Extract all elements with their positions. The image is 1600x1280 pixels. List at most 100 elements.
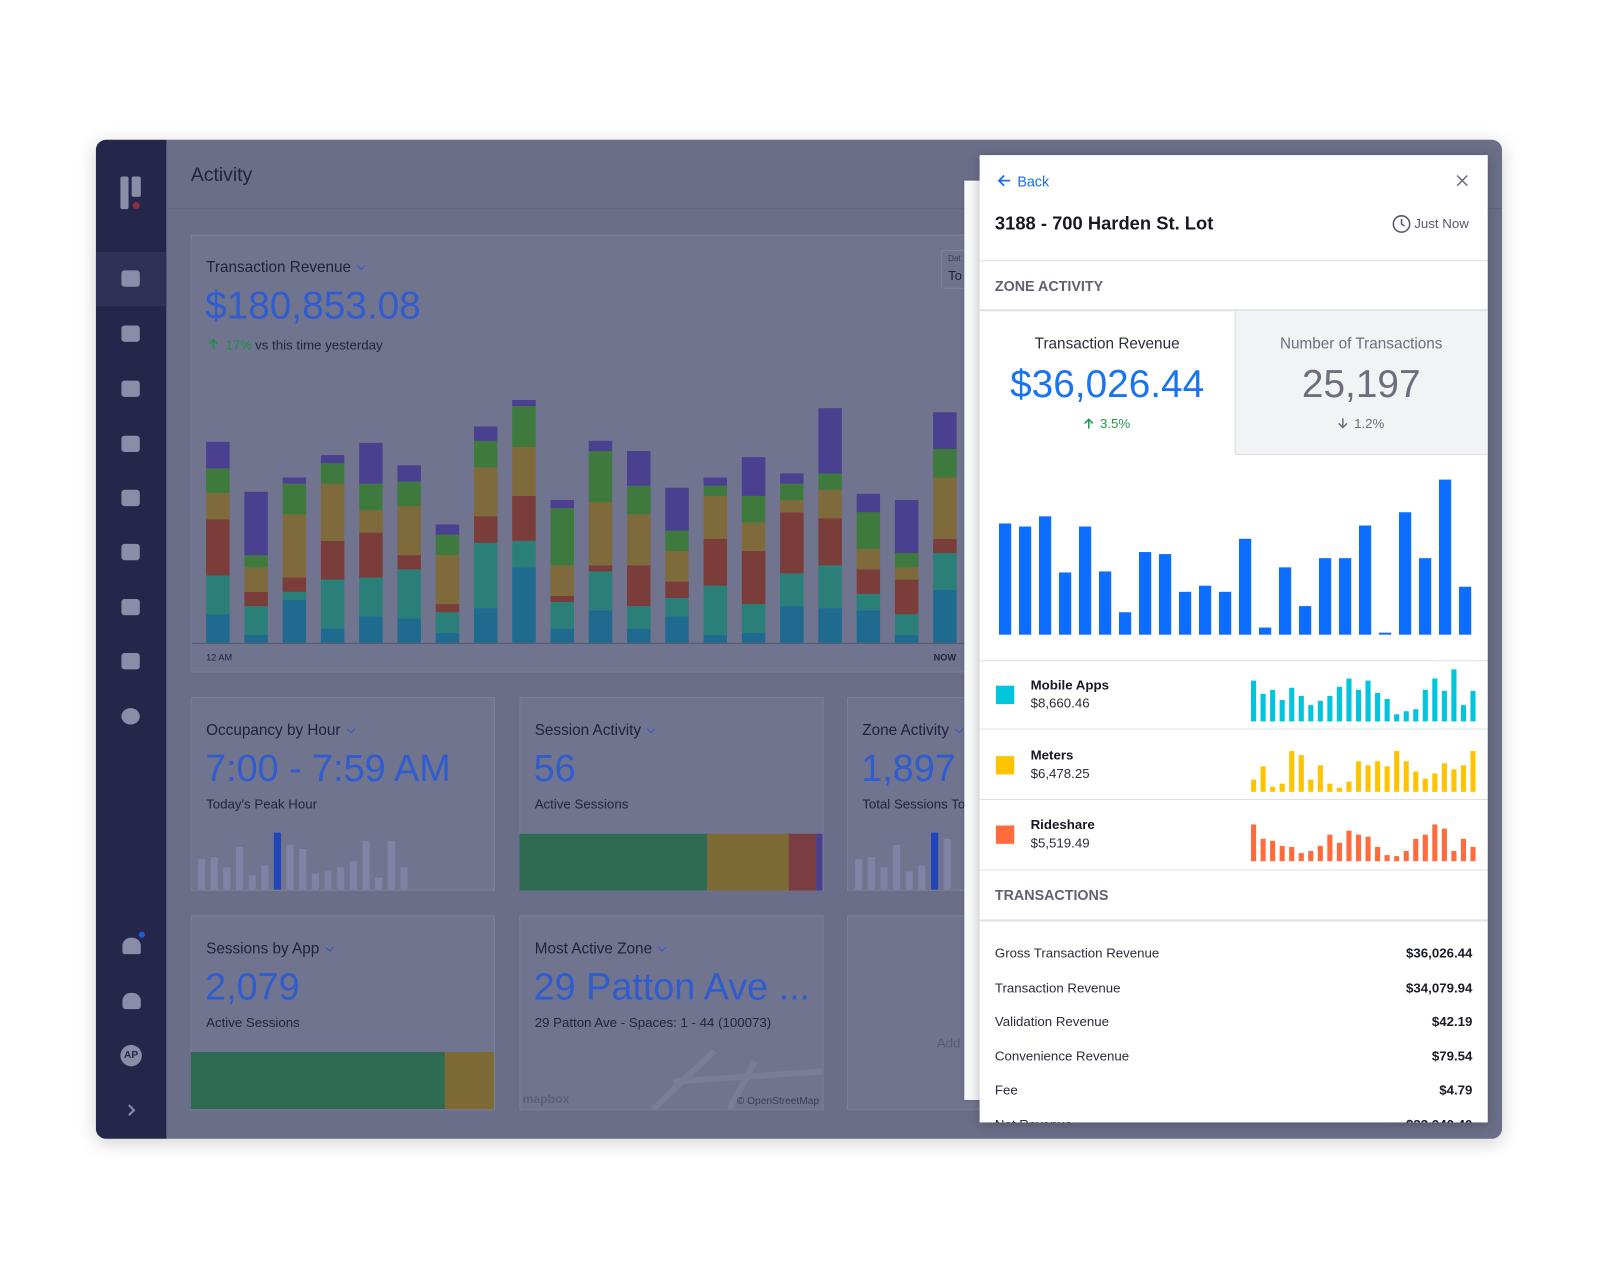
bar-segment — [244, 591, 268, 607]
bar — [1038, 516, 1052, 635]
bar-segment — [856, 569, 881, 594]
sparkline — [1251, 750, 1476, 792]
nav-reports[interactable] — [121, 325, 140, 342]
bar — [1413, 838, 1419, 862]
nav-profile[interactable] — [122, 992, 141, 1010]
bar — [1336, 842, 1342, 862]
card-title-text: Zone Activity — [862, 721, 950, 740]
bar — [1251, 680, 1257, 722]
avatar-initials: AP — [124, 1049, 139, 1062]
bar — [1460, 705, 1467, 722]
bar — [905, 871, 913, 890]
nav-routes[interactable] — [121, 543, 140, 561]
divider — [979, 728, 1488, 730]
x-axis — [191, 642, 965, 644]
bar-segment — [359, 532, 383, 578]
card-subtitle: Active Sessions — [206, 1014, 300, 1031]
bar — [337, 867, 345, 890]
card-title-text: Most Active Zone — [534, 940, 653, 958]
back-arrow[interactable] — [997, 173, 1011, 187]
bar-segment — [282, 514, 307, 578]
bar — [855, 859, 863, 890]
bar — [1278, 567, 1292, 635]
bar-segment — [780, 483, 804, 500]
notification-dot — [138, 931, 145, 938]
bar — [324, 871, 332, 890]
bar — [1384, 698, 1390, 722]
bar — [1432, 678, 1438, 722]
bar-segment — [435, 534, 460, 556]
close-button[interactable] — [1455, 173, 1469, 187]
divider — [979, 869, 1488, 871]
bar-segment — [856, 512, 881, 549]
bar — [1336, 686, 1342, 722]
nav-notifications[interactable] — [122, 937, 141, 955]
bar-segment — [435, 555, 460, 605]
detail-panel: Back 3188 - 700 Harden St. Lot Just Now … — [979, 155, 1488, 1123]
bar-segment — [707, 833, 789, 891]
bar-segment — [397, 569, 421, 619]
bar — [1413, 770, 1419, 792]
nav-tags[interactable] — [121, 489, 140, 507]
bar-segment — [320, 628, 345, 643]
card-subtitle: Active Sessions — [534, 796, 629, 812]
card-title-text: Session Activity — [534, 721, 642, 740]
bar-segment — [512, 540, 536, 568]
nav-activity[interactable] — [121, 270, 140, 287]
nav-bikes[interactable] — [121, 380, 140, 397]
kpi-label: Transaction Revenue — [1034, 335, 1180, 353]
back-link[interactable]: Back — [1017, 173, 1050, 190]
bar — [1336, 787, 1342, 792]
bar-segment — [588, 451, 613, 503]
bar — [1251, 824, 1257, 862]
bar — [867, 857, 875, 890]
card-value: 29 Patton Ave ... — [533, 965, 811, 1008]
bar-segment — [788, 833, 817, 891]
card-title[interactable]: Most Active Zone — [534, 940, 667, 958]
card-title[interactable]: Zone Activity — [862, 721, 964, 740]
bar-segment — [816, 833, 823, 891]
bar-segment — [933, 412, 957, 449]
bar-segment — [206, 575, 230, 615]
bar-segment — [818, 565, 842, 609]
bar — [210, 857, 218, 890]
bar-segment — [512, 399, 536, 407]
nav-settings[interactable] — [121, 708, 140, 725]
nav-cars[interactable] — [121, 435, 140, 453]
card-title[interactable]: Session Activity — [534, 721, 656, 740]
transaction-value: $33,940.40 — [1406, 1117, 1472, 1122]
bar — [1289, 750, 1295, 792]
card-title[interactable]: Transaction Revenue — [206, 260, 366, 275]
bar-segment — [703, 485, 728, 496]
transaction-label: Transaction Revenue — [994, 979, 1121, 995]
expand-sidebar[interactable] — [123, 1104, 136, 1116]
bar-segment — [856, 610, 881, 643]
bar — [1058, 572, 1072, 635]
bar — [1178, 591, 1192, 635]
bar-segment — [397, 555, 421, 570]
bar-segment — [588, 565, 613, 572]
kpi-box-secondary[interactable] — [1234, 311, 1488, 456]
bar-segment — [933, 448, 957, 478]
bar-segment — [665, 581, 689, 598]
bar-segment — [244, 491, 268, 556]
avatar[interactable] — [120, 1044, 142, 1067]
bar-segment — [665, 616, 689, 643]
bar-segment — [627, 514, 651, 566]
nav-transit[interactable] — [121, 598, 140, 616]
card-title[interactable]: Occupancy by Hour — [206, 723, 356, 738]
bar — [1422, 778, 1428, 792]
bar — [1422, 689, 1428, 722]
nav-analytics[interactable] — [121, 653, 140, 670]
card-title[interactable]: Sessions by App — [206, 941, 334, 957]
bar-segment — [190, 1052, 445, 1110]
logo-dot — [132, 202, 140, 210]
bar — [1327, 783, 1333, 792]
bar — [1318, 558, 1332, 635]
legend-swatch — [995, 825, 1015, 844]
bar-segment — [665, 597, 689, 617]
bar — [1451, 768, 1457, 792]
bar — [1260, 838, 1266, 862]
bar-segment — [856, 493, 881, 513]
